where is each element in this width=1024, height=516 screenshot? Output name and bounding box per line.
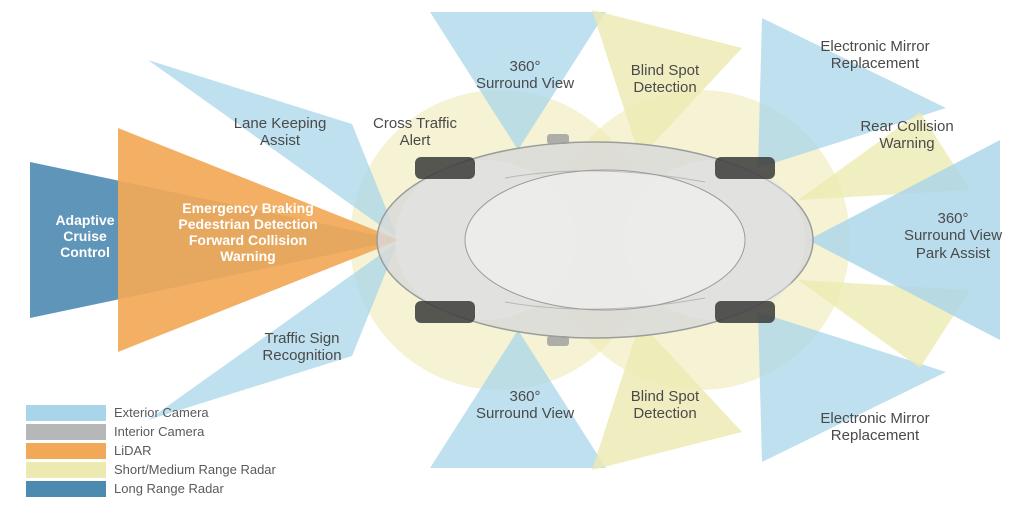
legend-label: Long Range Radar	[114, 481, 224, 496]
legend-swatch	[26, 443, 106, 459]
legend: Exterior Camera Interior Camera LiDAR Short…	[26, 403, 276, 498]
legend-swatch	[26, 424, 106, 440]
legend-row-long_range_radar: Long Range Radar	[26, 479, 276, 498]
legend-row-exterior_camera: Exterior Camera	[26, 403, 276, 422]
legend-label: Exterior Camera	[114, 405, 209, 420]
legend-row-lidar: LiDAR	[26, 441, 276, 460]
legend-swatch	[26, 481, 106, 497]
legend-label: Interior Camera	[114, 424, 204, 439]
legend-swatch	[26, 462, 106, 478]
legend-row-short_medium_radar: Short/Medium Range Radar	[26, 460, 276, 479]
legend-swatch	[26, 405, 106, 421]
legend-label: Short/Medium Range Radar	[114, 462, 276, 477]
car	[377, 134, 813, 346]
legend-label: LiDAR	[114, 443, 152, 458]
legend-row-interior_camera: Interior Camera	[26, 422, 276, 441]
